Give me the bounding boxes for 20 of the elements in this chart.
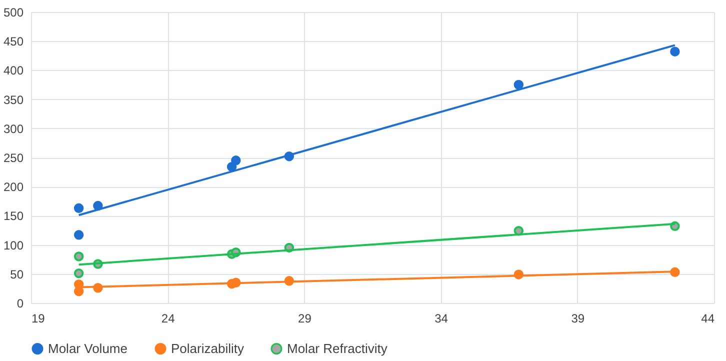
x-tick-label: 34 [434, 312, 448, 326]
y-tick-label: 400 [3, 64, 24, 78]
y-tick-label: 50 [10, 267, 24, 282]
y-tick-label: 300 [3, 122, 24, 136]
x-tick-label: 44 [701, 312, 715, 326]
legend-label: Molar Refractivity [287, 340, 388, 356]
y-tick-label: 500 [3, 6, 24, 20]
y-tick-label: 450 [3, 34, 24, 49]
y-tick-label: 200 [3, 180, 24, 194]
x-tick-label: 19 [32, 312, 46, 326]
y-tick-label: 250 [3, 151, 24, 165]
legend-label: Molar Volume [48, 340, 128, 356]
x-tick-label: 29 [298, 312, 312, 326]
y-tick-label: 0 [16, 296, 24, 310]
x-tick-label: 39 [571, 312, 585, 326]
y-tick-label: 150 [3, 209, 24, 224]
legend-label: Polarizability [171, 340, 244, 356]
x-tick-label: 24 [161, 312, 176, 326]
y-tick-label: 350 [3, 92, 24, 107]
y-tick-label: 100 [3, 238, 24, 252]
